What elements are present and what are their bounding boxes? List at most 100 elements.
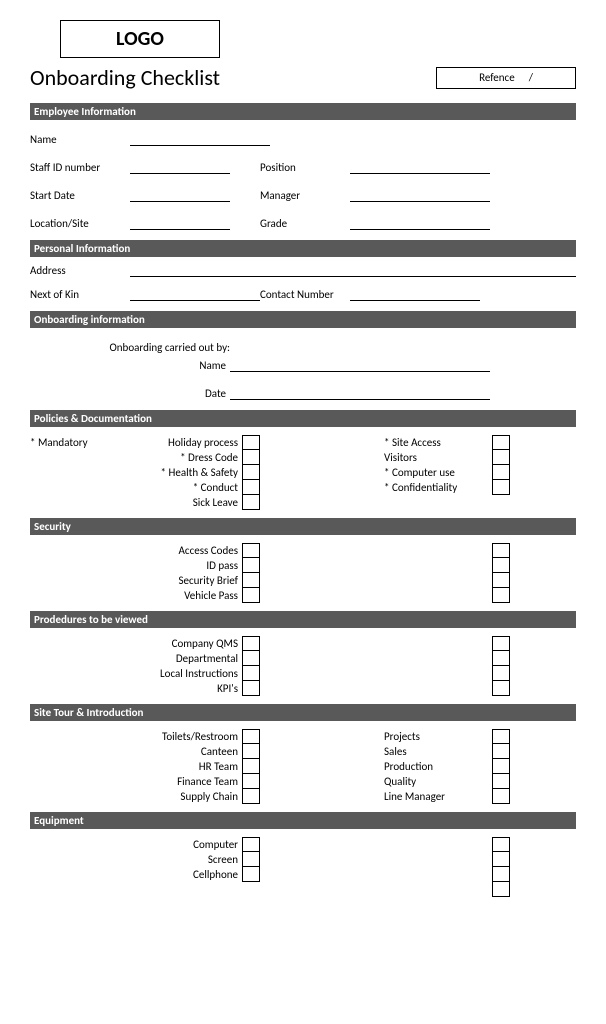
input-position[interactable] xyxy=(350,160,490,174)
checkbox[interactable] xyxy=(492,666,510,681)
checkbox[interactable] xyxy=(492,450,510,465)
security-block: Access CodesID passSecurity BriefVehicle… xyxy=(30,543,576,603)
row-address: Address xyxy=(30,259,576,277)
checkbox[interactable] xyxy=(492,636,510,651)
checkbox[interactable] xyxy=(492,543,510,558)
checkbox[interactable] xyxy=(492,867,510,882)
check-label: Company QMS xyxy=(130,637,242,650)
checkbox[interactable] xyxy=(492,774,510,789)
security-left-col: Access CodesID passSecurity BriefVehicle… xyxy=(130,543,260,603)
check-row: Production xyxy=(380,759,510,774)
check-row xyxy=(380,882,510,897)
checkbox[interactable] xyxy=(242,681,260,696)
policies-right-col: * Site AccessVisitors* Computer use* Con… xyxy=(380,435,510,510)
checkbox[interactable] xyxy=(242,573,260,588)
checkbox[interactable] xyxy=(242,852,260,867)
check-label: Vehicle Pass xyxy=(130,589,242,602)
check-label: Line Manager xyxy=(380,790,492,803)
checkbox[interactable] xyxy=(492,480,510,495)
checkbox[interactable] xyxy=(242,774,260,789)
check-row: Vehicle Pass xyxy=(130,588,260,603)
checkbox[interactable] xyxy=(242,744,260,759)
checkbox[interactable] xyxy=(492,729,510,744)
input-onboarding-name[interactable] xyxy=(230,358,490,372)
checkbox[interactable] xyxy=(242,867,260,882)
label-mandatory: * Mandatory xyxy=(30,435,130,510)
check-label: KPI's xyxy=(130,682,242,695)
check-row xyxy=(380,588,510,603)
input-address[interactable] xyxy=(130,263,576,277)
check-row: ID pass xyxy=(130,558,260,573)
check-label: Supply Chain xyxy=(130,790,242,803)
check-label: Departmental xyxy=(130,652,242,665)
check-label: Visitors xyxy=(380,451,492,464)
row-carried-out-by: Onboarding carried out by: xyxy=(90,336,576,354)
reference-slash: / xyxy=(529,71,533,84)
checkbox[interactable] xyxy=(242,588,260,603)
input-onboarding-date[interactable] xyxy=(230,386,490,400)
checkbox[interactable] xyxy=(492,465,510,480)
sitetour-block: Toilets/RestroomCanteenHR TeamFinance Te… xyxy=(30,729,576,804)
checkbox[interactable] xyxy=(492,882,510,897)
section-site-tour: Site Tour & Introduction xyxy=(30,704,576,721)
security-right-col xyxy=(380,543,510,603)
input-contact-number[interactable] xyxy=(350,287,480,301)
label-position: Position xyxy=(260,161,320,174)
checkbox[interactable] xyxy=(492,744,510,759)
check-label: * Confidentiality xyxy=(380,481,492,494)
input-next-of-kin[interactable] xyxy=(130,287,260,301)
checkbox[interactable] xyxy=(242,558,260,573)
checkbox[interactable] xyxy=(492,759,510,774)
input-manager[interactable] xyxy=(350,188,490,202)
check-label: Sales xyxy=(380,745,492,758)
check-row xyxy=(380,573,510,588)
checkbox[interactable] xyxy=(492,651,510,666)
checkbox[interactable] xyxy=(492,837,510,852)
check-label: * Dress Code xyxy=(130,451,242,464)
section-onboarding: Onboarding information xyxy=(30,311,576,328)
checkbox[interactable] xyxy=(492,852,510,867)
checkbox[interactable] xyxy=(242,837,260,852)
check-row: Local Instructions xyxy=(130,666,260,681)
reference-box[interactable]: Refence / xyxy=(436,67,576,89)
checkbox[interactable] xyxy=(492,789,510,804)
checkbox[interactable] xyxy=(492,681,510,696)
sitetour-left-col: Toilets/RestroomCanteenHR TeamFinance Te… xyxy=(130,729,260,804)
check-label: Computer xyxy=(130,838,242,851)
check-row xyxy=(380,651,510,666)
checkbox[interactable] xyxy=(242,480,260,495)
check-label: ID pass xyxy=(130,559,242,572)
checkbox[interactable] xyxy=(242,495,260,510)
label-onboarding-name: Name xyxy=(90,359,230,372)
check-row xyxy=(380,543,510,558)
checkbox[interactable] xyxy=(492,573,510,588)
check-label: Sick Leave xyxy=(130,496,242,509)
checkbox[interactable] xyxy=(242,666,260,681)
checkbox[interactable] xyxy=(242,450,260,465)
policies-left-col: Holiday process* Dress Code* Health & Sa… xyxy=(130,435,260,510)
section-employee-info: Employee Information xyxy=(30,103,576,120)
check-label: Holiday process xyxy=(130,436,242,449)
checkbox[interactable] xyxy=(242,435,260,450)
checkbox[interactable] xyxy=(492,588,510,603)
check-row xyxy=(380,558,510,573)
input-name[interactable] xyxy=(130,132,270,146)
checkbox[interactable] xyxy=(242,789,260,804)
label-name: Name xyxy=(30,133,130,146)
checkbox[interactable] xyxy=(242,759,260,774)
checkbox[interactable] xyxy=(492,558,510,573)
check-row xyxy=(380,636,510,651)
input-start-date[interactable] xyxy=(130,188,230,202)
checkbox[interactable] xyxy=(242,636,260,651)
checkbox[interactable] xyxy=(242,729,260,744)
title-row: Onboarding Checklist Refence / xyxy=(30,64,576,91)
section-security: Security xyxy=(30,518,576,535)
input-grade[interactable] xyxy=(350,216,490,230)
input-staff-id[interactable] xyxy=(130,160,230,174)
input-location[interactable] xyxy=(130,216,230,230)
checkbox[interactable] xyxy=(242,651,260,666)
checkbox[interactable] xyxy=(242,543,260,558)
checkbox[interactable] xyxy=(492,435,510,450)
check-label: Quality xyxy=(380,775,492,788)
checkbox[interactable] xyxy=(242,465,260,480)
